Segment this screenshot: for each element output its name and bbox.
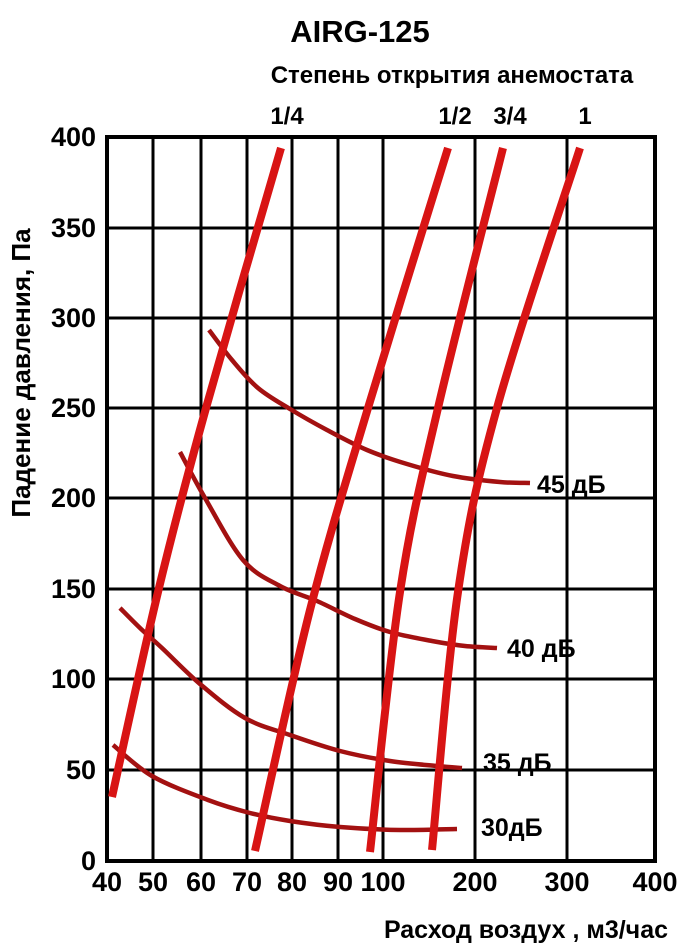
top-tick-label: 1/2 — [438, 103, 471, 130]
top-tick-label: 1/4 — [270, 103, 304, 130]
y-tick-label: 250 — [51, 393, 96, 423]
x-tick-label: 100 — [360, 867, 405, 897]
x-tick-label: 60 — [186, 867, 216, 897]
y-tick-label: 50 — [66, 755, 96, 785]
plot-border — [105, 135, 657, 863]
noise-curve-30 — [111, 743, 458, 833]
opening-line-1-4 — [108, 146, 285, 798]
y-tick-label: 400 — [51, 122, 96, 152]
x-tick-label: 40 — [92, 867, 122, 897]
y-axis-title: Падение давления, Па — [6, 228, 36, 518]
y-tick-label: 100 — [51, 664, 96, 694]
y-tick-label: 200 — [51, 483, 96, 513]
x-tick-label: 90 — [323, 867, 353, 897]
y-tick-label: 0 — [81, 846, 96, 876]
x-tick-label: 200 — [452, 867, 497, 897]
opening-line-1 — [428, 146, 584, 851]
noise-level-label: 30дБ — [481, 814, 543, 842]
y-tick-label: 150 — [51, 574, 96, 604]
opening-line-1-2 — [251, 146, 452, 852]
noise-level-label: 45 дБ — [537, 471, 606, 499]
top-tick-label: 1 — [578, 103, 591, 130]
x-tick-label: 80 — [277, 867, 307, 897]
chart-title: AIRG-125 — [290, 14, 430, 49]
y-tick-label: 350 — [51, 213, 96, 243]
y-tick-label: 300 — [51, 303, 96, 333]
x-axis-title: Расход воздух , м3/час — [383, 916, 668, 944]
x-tick-label: 400 — [632, 867, 677, 897]
x-tick-label: 300 — [544, 867, 589, 897]
x-tick-label: 70 — [232, 867, 262, 897]
x-tick-label: 50 — [138, 867, 168, 897]
noise-level-label: 35 дБ — [483, 749, 552, 777]
top-axis-title: Степень открытия анемостата — [270, 62, 634, 89]
noise-level-label: 40 дБ — [507, 635, 576, 663]
opening-line-3-4 — [366, 147, 507, 853]
top-tick-label: 3/4 — [493, 103, 527, 130]
